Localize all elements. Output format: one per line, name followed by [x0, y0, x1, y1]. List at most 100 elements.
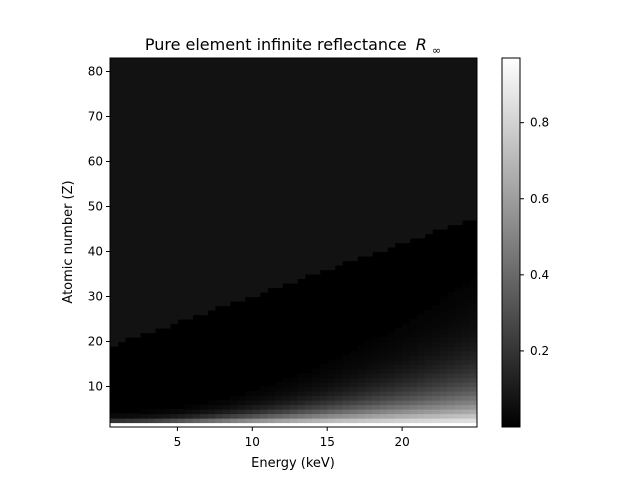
heatmap-cell: [424, 193, 433, 199]
heatmap-cell: [132, 323, 141, 329]
heatmap-cell: [177, 233, 186, 239]
heatmap-cell: [267, 418, 276, 424]
heatmap-cell: [289, 202, 298, 208]
heatmap-cell: [349, 62, 358, 68]
heatmap-cell: [147, 269, 156, 275]
heatmap-cell: [132, 260, 141, 266]
heatmap-cell: [207, 305, 216, 311]
heatmap-cell: [319, 206, 328, 212]
heatmap-cell: [454, 152, 463, 158]
heatmap-cell: [327, 400, 336, 406]
heatmap-cell: [447, 152, 456, 158]
heatmap-cell: [274, 256, 283, 262]
heatmap-cell: [177, 260, 186, 266]
heatmap-cell: [139, 283, 149, 289]
heatmap-cell: [237, 197, 246, 203]
heatmap-cell: [327, 373, 336, 379]
heatmap-cell: [357, 107, 366, 113]
heatmap-cell: [252, 71, 261, 77]
heatmap-cell: [364, 67, 373, 73]
heatmap-cell: [327, 80, 336, 86]
heatmap-cell: [154, 71, 164, 77]
heatmap-cell: [439, 364, 448, 370]
heatmap-cell: [282, 80, 291, 86]
heatmap-cell: [454, 395, 463, 401]
heatmap-cell: [409, 193, 418, 199]
heatmap-cell: [184, 184, 193, 190]
heatmap-cell: [199, 305, 208, 311]
heatmap-cell: [110, 328, 119, 334]
heatmap-cell: [319, 67, 328, 73]
heatmap-cell: [124, 193, 134, 199]
heatmap-cell: [439, 193, 448, 199]
heatmap-cell: [110, 134, 119, 140]
heatmap-cell: [147, 206, 156, 212]
heatmap-cell: [259, 404, 268, 410]
heatmap-cell: [364, 166, 373, 172]
heatmap-cell: [192, 152, 201, 158]
heatmap-cell: [252, 211, 261, 217]
heatmap-cell: [424, 400, 433, 406]
heatmap-cell: [372, 229, 381, 235]
heatmap-cell: [364, 395, 373, 401]
heatmap-cell: [117, 112, 126, 118]
heatmap-cell: [297, 76, 306, 82]
heatmap-cell: [124, 103, 134, 109]
heatmap-cell: [462, 400, 471, 406]
heatmap-cell: [417, 418, 426, 424]
heatmap-cell: [379, 382, 388, 388]
heatmap-cell: [154, 85, 164, 91]
heatmap-cell: [357, 197, 366, 203]
heatmap-cell: [432, 382, 441, 388]
heatmap-cell: [417, 409, 426, 415]
heatmap-cell: [177, 287, 186, 293]
heatmap-cell: [132, 157, 141, 163]
heatmap-cell: [252, 80, 261, 86]
heatmap-cell: [274, 152, 283, 158]
heatmap-cell: [432, 85, 441, 91]
heatmap-cell: [439, 368, 448, 374]
heatmap-cell: [462, 373, 471, 379]
heatmap-cell: [424, 139, 433, 145]
heatmap-cell: [349, 386, 358, 392]
heatmap-cell: [117, 310, 126, 316]
heatmap-cell: [274, 265, 283, 271]
heatmap-cell: [192, 166, 201, 172]
heatmap-cell: [124, 305, 134, 311]
heatmap-cell: [222, 292, 231, 298]
heatmap-cell: [417, 206, 426, 212]
heatmap-cell: [237, 89, 246, 95]
y-tick-label: 60: [88, 155, 103, 169]
heatmap-cell: [162, 220, 171, 226]
heatmap-cell: [432, 310, 441, 316]
heatmap-cell: [462, 125, 471, 131]
heatmap-cell: [237, 292, 246, 298]
heatmap-cell: [259, 89, 268, 95]
heatmap-cell: [387, 143, 396, 149]
heatmap-cell: [357, 125, 366, 131]
heatmap-cell: [132, 251, 141, 257]
heatmap-cell: [372, 112, 381, 118]
heatmap-cell: [372, 116, 381, 122]
heatmap-cell: [289, 395, 298, 401]
heatmap-cell: [259, 400, 268, 406]
heatmap-cell: [327, 211, 336, 217]
heatmap-cell: [259, 265, 268, 271]
heatmap-cell: [214, 215, 223, 221]
heatmap-cell: [334, 134, 343, 140]
heatmap-cell: [462, 418, 471, 424]
heatmap-cell: [387, 377, 396, 383]
heatmap-cell: [124, 206, 134, 212]
heatmap-cell: [139, 301, 149, 307]
heatmap-cell: [192, 238, 201, 244]
heatmap-cell: [432, 350, 441, 356]
heatmap-cell: [469, 76, 477, 82]
heatmap-cell: [394, 125, 403, 131]
heatmap-cell: [417, 94, 426, 100]
heatmap-cell: [402, 166, 411, 172]
heatmap-cell: [357, 71, 366, 77]
heatmap-cell: [207, 238, 216, 244]
heatmap-cell: [199, 287, 208, 293]
heatmap-cell: [312, 157, 321, 163]
heatmap-cell: [199, 143, 208, 149]
